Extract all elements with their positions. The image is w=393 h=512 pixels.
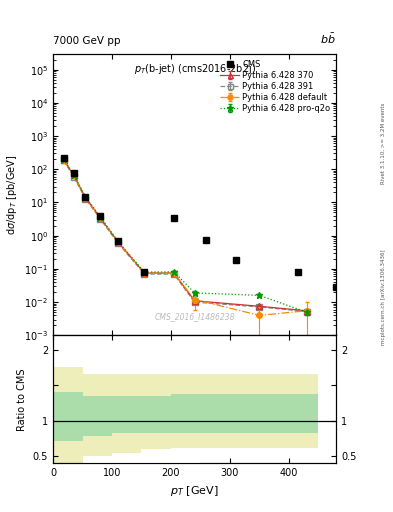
CMS: [98, 212, 103, 219]
Text: Rivet 3.1.10, >= 3.2M events: Rivet 3.1.10, >= 3.2M events: [381, 103, 386, 184]
Line: CMS: CMS: [60, 155, 340, 291]
Legend: CMS, Pythia 6.428 370, Pythia 6.428 391, Pythia 6.428 default, Pythia 6.428 pro-: CMS, Pythia 6.428 370, Pythia 6.428 391,…: [219, 58, 332, 115]
CMS: [116, 238, 120, 244]
Y-axis label: Ratio to CMS: Ratio to CMS: [17, 368, 27, 431]
CMS: [142, 269, 147, 275]
CMS: [171, 215, 176, 221]
Text: 7000 GeV pp: 7000 GeV pp: [53, 36, 121, 46]
CMS: [296, 269, 300, 275]
Y-axis label: d$\sigma$/dp$_T$ [pb/GeV]: d$\sigma$/dp$_T$ [pb/GeV]: [5, 154, 18, 235]
Text: CMS_2016_I1486238: CMS_2016_I1486238: [154, 312, 235, 322]
CMS: [61, 155, 66, 161]
CMS: [83, 194, 88, 200]
CMS: [72, 170, 76, 177]
X-axis label: $p_T$ [GeV]: $p_T$ [GeV]: [170, 484, 219, 498]
CMS: [204, 237, 209, 243]
Text: mcplots.cern.ch [arXiv:1306.3436]: mcplots.cern.ch [arXiv:1306.3436]: [381, 249, 386, 345]
CMS: [233, 257, 238, 263]
Text: $b\bar{b}$: $b\bar{b}$: [320, 32, 336, 46]
CMS: [334, 284, 338, 290]
Text: $p_T$(b-jet) (cms2016-2b2j): $p_T$(b-jet) (cms2016-2b2j): [134, 62, 255, 76]
